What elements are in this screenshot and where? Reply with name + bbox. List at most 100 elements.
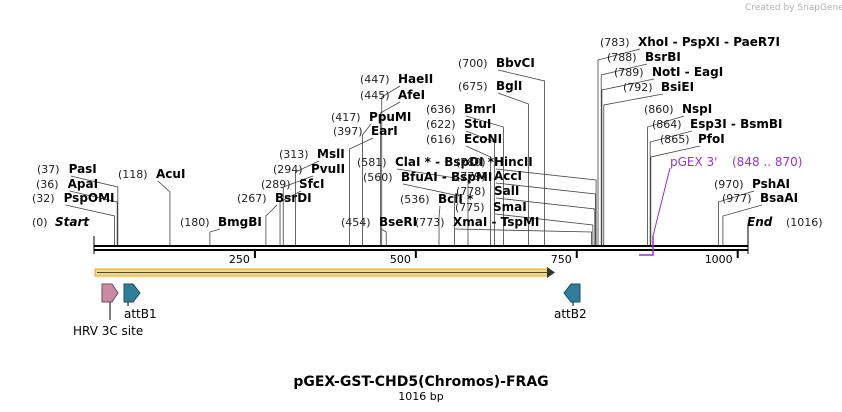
- feature-attb2[interactable]: attB2: [554, 283, 587, 321]
- primer-pgex3[interactable]: pGEX 3' (848 .. 870): [639, 155, 802, 256]
- site-label[interactable]: (792) BsiEI: [623, 80, 694, 94]
- site-label[interactable]: (788) BsrBI: [607, 50, 681, 64]
- site-connector: [265, 204, 278, 246]
- site-label[interactable]: (775) SmaI: [455, 200, 527, 214]
- site-label[interactable]: (860) NspI: [644, 102, 712, 116]
- site-name: BglI: [496, 79, 522, 93]
- site-name: BsrBI: [645, 50, 681, 64]
- site-position: (289): [261, 178, 291, 191]
- site-name: ClaI * - BspDI *: [395, 155, 495, 169]
- feature-attb1[interactable]: attB1: [123, 283, 157, 321]
- site-connector: [396, 168, 469, 246]
- site-label[interactable]: (397) EarI: [333, 124, 398, 138]
- site-connector: [494, 213, 594, 246]
- site-name: PasI: [69, 162, 97, 176]
- site-label[interactable]: (675) BglI: [458, 79, 522, 93]
- site-label[interactable]: (37) PasI: [37, 162, 97, 176]
- site-label[interactable]: (778) SalI: [456, 184, 519, 198]
- site-connector: [722, 204, 763, 246]
- site-label[interactable]: (636) BmrI: [426, 102, 496, 116]
- site-connector: [349, 137, 374, 246]
- site-name: EarI: [371, 124, 398, 138]
- site-label[interactable]: (180) BmgBI: [180, 215, 262, 229]
- scale-ticks: 250 500 750 1000: [229, 250, 739, 266]
- site-label[interactable]: (581) ClaI * - BspDI *: [357, 155, 495, 169]
- primer-name: pGEX 3': [670, 155, 717, 169]
- site-connector: [497, 69, 545, 246]
- site-label[interactable]: (445) AfeI: [360, 88, 425, 102]
- site-label[interactable]: (865) PfoI: [660, 132, 725, 146]
- site-connector: [649, 130, 693, 246]
- site-position: (977): [722, 192, 752, 205]
- site-label[interactable]: (864) Esp3I - BsmBI: [652, 117, 782, 131]
- site-name: PspOMI: [64, 191, 115, 205]
- feature-hrv3c-site[interactable]: HRV 3C site: [73, 283, 143, 338]
- site-connector: [380, 228, 387, 246]
- orf-arrow[interactable]: [94, 267, 555, 278]
- site-connector: [209, 228, 221, 246]
- site-label[interactable]: (773) XmaI - TspMI: [415, 215, 539, 229]
- site-label[interactable]: (780) HincII: [456, 155, 533, 169]
- site-name: PshAI: [752, 177, 790, 191]
- site-name: EcoNI: [464, 132, 502, 146]
- end-pos: (1016): [786, 216, 823, 229]
- site-position: (313): [279, 148, 309, 161]
- site-label[interactable]: (118) AcuI: [118, 167, 185, 181]
- site-name: BmrI: [464, 102, 496, 116]
- site-label[interactable]: (560) BfuAI - BspMI: [363, 170, 492, 184]
- site-position: (773): [415, 216, 445, 229]
- site-label[interactable]: (789) NotI - EagI: [614, 65, 723, 79]
- site-label[interactable]: (294) PvuII: [273, 162, 345, 176]
- site-connector: [600, 63, 648, 246]
- site-label[interactable]: (267) BsrDI: [237, 191, 312, 205]
- start-label: (0) Start: [32, 215, 90, 229]
- site-connector: [69, 190, 118, 246]
- site-label[interactable]: (977) BsaAI: [722, 191, 798, 205]
- site-name: AfeI: [398, 88, 425, 102]
- scale-tick-label: 750: [551, 253, 572, 266]
- site-position: (37): [37, 163, 60, 176]
- site-name: BseRI: [379, 215, 417, 229]
- start-pos: (0): [32, 216, 48, 229]
- site-name: AcuI: [156, 167, 185, 181]
- sequence-backbone: [93, 226, 749, 254]
- site-label[interactable]: (616) EcoNI: [426, 132, 502, 146]
- site-connector: [495, 182, 596, 246]
- site-connector: [495, 197, 596, 246]
- site-connector: [465, 145, 491, 246]
- site-connector: [601, 78, 655, 246]
- site-label[interactable]: (779) AccI: [456, 169, 522, 183]
- site-name: BfuAI - BspMI: [401, 170, 492, 184]
- map-length: 1016 bp: [398, 390, 443, 403]
- site-label[interactable]: (313) MslI: [279, 147, 345, 161]
- site-label[interactable]: (454) BseRI: [341, 215, 417, 229]
- site-name: SmaI: [493, 200, 527, 214]
- site-position: (970): [714, 178, 744, 191]
- site-position: (622): [426, 118, 456, 131]
- site-label[interactable]: (970) PshAI: [714, 177, 790, 191]
- site-connector: [717, 190, 755, 246]
- site-name: HaeII: [398, 72, 433, 86]
- site-label[interactable]: (289) SfcI: [261, 177, 324, 191]
- site-connector-lines: [65, 48, 763, 246]
- site-connector: [465, 130, 495, 246]
- site-position: (118): [118, 168, 148, 181]
- site-label[interactable]: (700) BbvCI: [458, 56, 535, 70]
- site-label[interactable]: (622) StuI: [426, 117, 491, 131]
- site-label[interactable]: (536) BclI *: [400, 192, 474, 206]
- site-connector: [402, 183, 455, 246]
- site-label[interactable]: (447) HaeII: [360, 72, 433, 86]
- site-position: (636): [426, 103, 456, 116]
- site-position: (560): [363, 171, 393, 184]
- site-position: (581): [357, 156, 387, 169]
- site-name: StuI: [464, 117, 491, 131]
- site-name: XhoI - PspXI - PaeR7I: [638, 35, 780, 49]
- site-name: SalI: [494, 184, 519, 198]
- site-label[interactable]: (32) PspOMI: [32, 191, 115, 205]
- site-label[interactable]: (783) XhoI - PspXI - PaeR7I: [600, 35, 780, 49]
- site-label[interactable]: (417) PpuMI: [331, 110, 411, 124]
- site-name: BclI *: [438, 192, 474, 206]
- site-label[interactable]: (36) ApaI: [36, 177, 98, 191]
- site-connector: [65, 204, 115, 246]
